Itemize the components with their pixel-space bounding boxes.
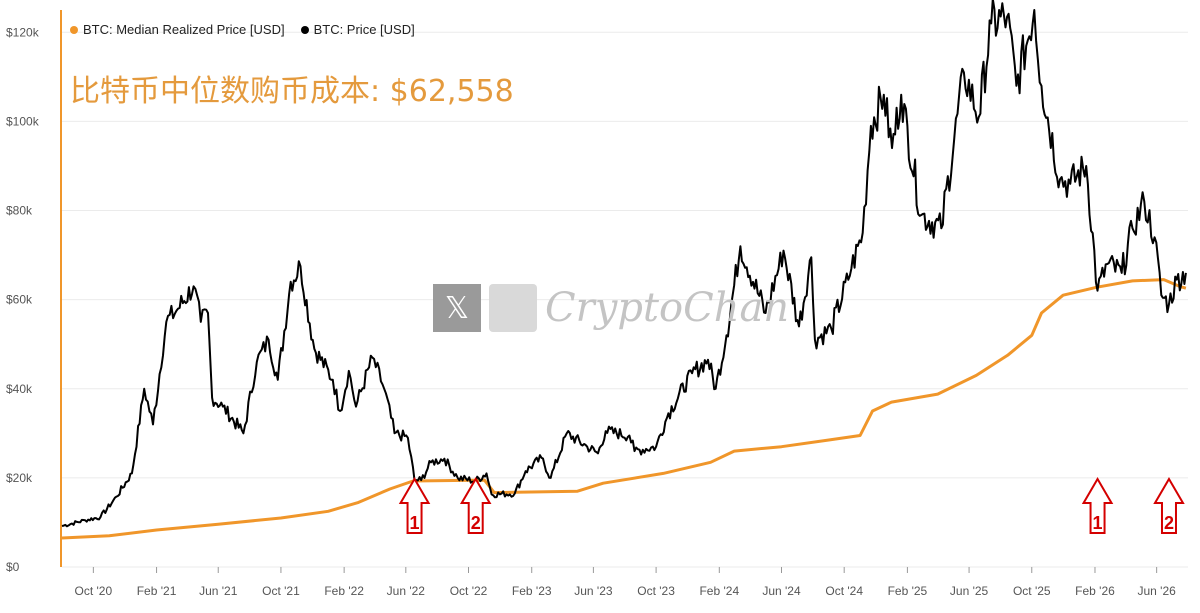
x-tick-label: Feb '23 xyxy=(512,584,552,598)
legend-item-price[interactable]: BTC: Price [USD] xyxy=(300,22,415,37)
x-tick-label: Oct '24 xyxy=(825,584,863,598)
x-tick-label: Oct '25 xyxy=(1013,584,1051,598)
chart-legend: BTC: Median Realized Price [USD] BTC: Pr… xyxy=(70,22,415,37)
legend-item-realized[interactable]: BTC: Median Realized Price [USD] xyxy=(70,22,285,37)
annotation-arrow xyxy=(1081,477,1114,534)
x-tick-label: Jun '24 xyxy=(762,584,801,598)
x-tick-label: Jun '21 xyxy=(199,584,238,598)
x-tick-label: Oct '21 xyxy=(262,584,300,598)
annotation-arrow xyxy=(398,477,431,534)
y-tick-label: $120k xyxy=(6,25,40,39)
x-tick-label: Jun '23 xyxy=(574,584,613,598)
legend-label-realized: BTC: Median Realized Price [USD] xyxy=(83,22,285,37)
x-tick-label: Oct '22 xyxy=(450,584,488,598)
x-logo-icon: 𝕏 xyxy=(433,284,481,332)
avatar xyxy=(489,284,537,332)
x-tick-label: Jun '26 xyxy=(1137,584,1176,598)
annotation-label: 1 xyxy=(1093,513,1103,533)
legend-label-price: BTC: Price [USD] xyxy=(313,22,415,37)
y-tick-label: $60k xyxy=(6,293,33,307)
x-tick-label: Feb '22 xyxy=(324,584,364,598)
annotation-arrow xyxy=(459,477,492,534)
annotation-label: 2 xyxy=(1164,513,1174,533)
x-tick-label: Feb '21 xyxy=(137,584,177,598)
headline-text: 比特币中位数购币成本: $62,558 xyxy=(70,74,514,109)
legend-dot-price xyxy=(300,25,309,34)
series-line-btc-price xyxy=(61,0,1187,528)
annotation-arrow xyxy=(1153,477,1185,534)
x-tick-label: Oct '23 xyxy=(637,584,675,598)
x-tick-label: Jun '25 xyxy=(950,584,989,598)
watermark: 𝕏 CryptoChan xyxy=(433,284,789,332)
x-tick-label: Oct '20 xyxy=(75,584,113,598)
y-tick-label: $80k xyxy=(6,204,33,218)
y-tick-label: $20k xyxy=(6,471,33,485)
y-tick-label: $40k xyxy=(6,382,33,396)
watermark-text: CryptoChan xyxy=(545,285,790,331)
x-tick-label: Feb '24 xyxy=(699,584,739,598)
legend-dot-realized xyxy=(70,25,78,34)
series-line-median-realized-price xyxy=(61,278,1187,540)
annotation-label: 1 xyxy=(410,513,420,533)
y-tick-label: $100k xyxy=(6,114,40,128)
y-tick-label: $0 xyxy=(6,560,20,574)
x-tick-label: Feb '25 xyxy=(888,584,928,598)
x-tick-label: Jun '22 xyxy=(387,584,426,598)
annotation-label: 2 xyxy=(471,513,481,533)
x-tick-label: Feb '26 xyxy=(1075,584,1115,598)
